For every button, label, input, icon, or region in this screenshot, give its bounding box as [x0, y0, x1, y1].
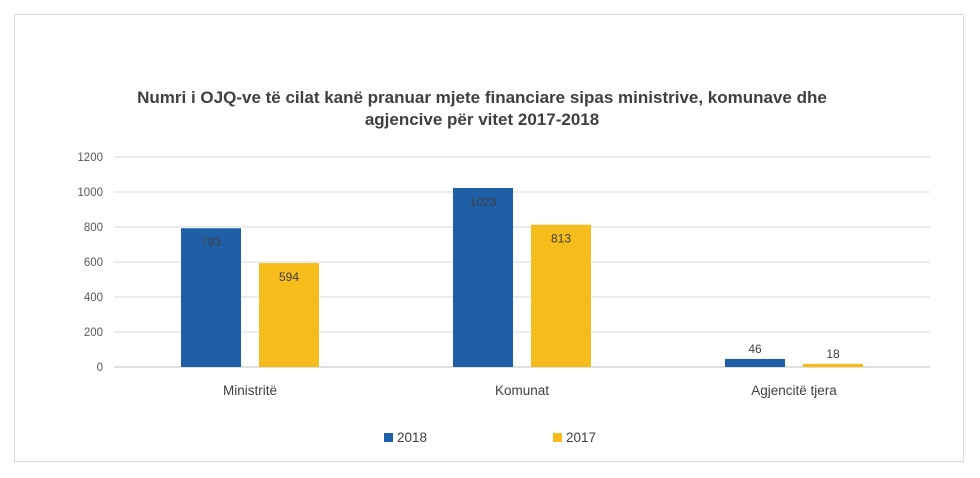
x-axis-categories: Ministritë Komunat Agjencitë tjera — [223, 383, 837, 398]
chart-title-line-1: Numri i OJQ-ve të cilat kanë pranuar mje… — [137, 88, 827, 107]
data-label-2017-0: 594 — [279, 270, 299, 284]
y-tick-label-800: 800 — [84, 222, 103, 234]
chart-title-line-2: agjencive për vitet 2017-2018 — [365, 110, 599, 129]
bar-2017-0 — [259, 263, 319, 367]
gridlines — [114, 156, 930, 368]
bar-2018-2 — [725, 358, 785, 367]
bar-2018-1 — [453, 187, 513, 367]
data-label-2018-1: 1023 — [470, 195, 497, 209]
legend-swatch-2018 — [384, 433, 393, 442]
y-tick-label-400: 400 — [84, 292, 103, 304]
legend-label-2017: 2017 — [566, 430, 596, 445]
legend-label-2018: 2018 — [397, 430, 427, 445]
data-label-2018-0: 793 — [201, 235, 221, 249]
data-label-2017-2: 18 — [826, 347, 840, 361]
y-tick-label-200: 200 — [84, 327, 103, 339]
y-axis-ticks: 0 200 400 600 800 1000 1200 — [77, 152, 103, 374]
x-category-label-2: Agjencitë tjera — [751, 383, 837, 398]
x-category-label-1: Komunat — [495, 383, 549, 398]
bars — [181, 187, 863, 367]
legend-swatch-2017 — [553, 433, 562, 442]
y-tick-label-1200: 1200 — [77, 152, 103, 164]
y-tick-label-0: 0 — [97, 362, 103, 374]
chart-title: Numri i OJQ-ve të cilat kanë pranuar mje… — [137, 88, 827, 129]
legend: 2018 2017 — [384, 430, 596, 445]
bar-2017-2 — [803, 363, 863, 367]
bar-2018-0 — [181, 228, 241, 367]
data-label-2017-1: 813 — [551, 232, 571, 246]
data-labels: 793 594 1023 813 46 18 — [201, 195, 840, 361]
data-label-2018-2: 46 — [748, 342, 762, 356]
y-tick-label-600: 600 — [84, 257, 103, 269]
x-category-label-0: Ministritë — [223, 383, 277, 398]
y-tick-label-1000: 1000 — [77, 187, 103, 199]
bar-2017-1 — [531, 224, 591, 367]
